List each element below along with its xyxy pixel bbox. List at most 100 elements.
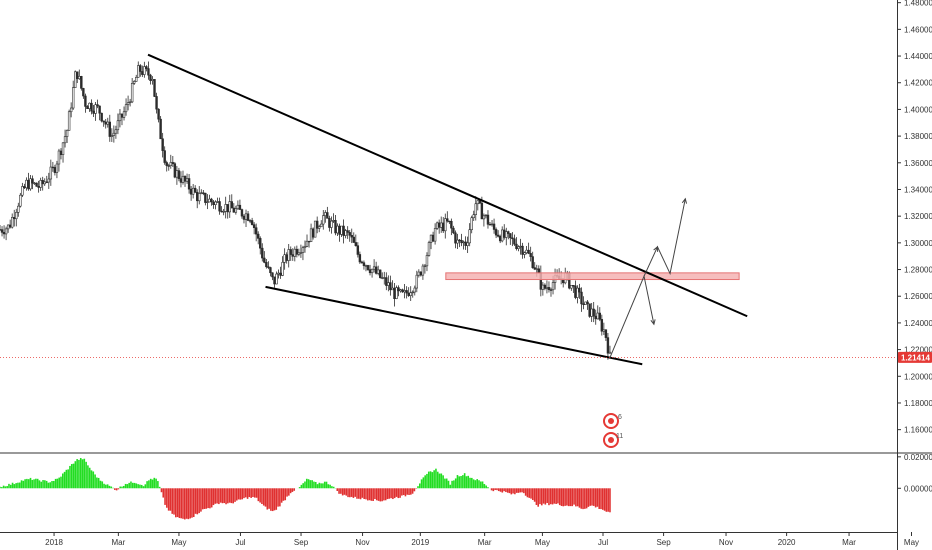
candle-body — [285, 254, 288, 261]
resistance-zone[interactable] — [445, 272, 740, 281]
candle-body — [511, 237, 514, 240]
candle-body — [446, 218, 449, 222]
event-badge-count-2: 11 — [616, 433, 623, 440]
candle-body — [214, 201, 217, 205]
candle-body — [492, 223, 496, 230]
candle-body — [531, 256, 534, 268]
candle-body — [261, 247, 264, 259]
candle-body — [523, 252, 526, 255]
candle-body — [480, 202, 484, 220]
candle-body — [279, 272, 282, 276]
candle-body — [494, 229, 498, 236]
candle-body — [102, 120, 105, 123]
candle-body — [509, 233, 512, 239]
price-tick-label: 1.46000 — [904, 25, 932, 34]
event-badges[interactable]: 6 11 — [603, 413, 623, 448]
candle-body — [171, 162, 175, 164]
candle-body — [6, 224, 10, 230]
candle-body — [549, 289, 553, 291]
time-tick-label: Nov — [355, 538, 369, 547]
candle-body — [19, 194, 22, 207]
candle-body — [94, 104, 97, 114]
candle-body — [427, 242, 431, 256]
candle-body — [340, 225, 343, 235]
candle-body — [159, 118, 162, 140]
candle-body — [128, 101, 132, 103]
arrowhead — [653, 245, 659, 252]
oscillator-tick-label: 0.02000 — [904, 453, 932, 462]
candle-body — [39, 180, 42, 188]
candle-body — [232, 207, 236, 213]
drawings-layer[interactable] — [147, 53, 748, 366]
candle-body — [177, 170, 181, 179]
oscillator-axis[interactable]: 0.02000 0.00000 — [897, 453, 932, 493]
candle-body — [4, 228, 8, 235]
candle-body — [415, 274, 419, 289]
candle-body — [216, 201, 219, 203]
candle-body — [354, 242, 358, 246]
candle-body — [330, 220, 333, 228]
oscillator-area[interactable] — [0, 454, 897, 532]
plot-area[interactable] — [0, 0, 897, 453]
price-tick-label: 1.24000 — [904, 319, 932, 328]
candle-body — [259, 238, 262, 249]
candle-body — [409, 292, 412, 296]
price-tick-label: 1.40000 — [904, 105, 932, 114]
projection-arrow-path-2[interactable] — [643, 198, 686, 277]
candle-body — [423, 265, 427, 267]
candle-body — [238, 204, 242, 210]
upper-trendline[interactable] — [147, 53, 748, 318]
candle-body — [151, 79, 154, 81]
candle-body — [328, 218, 331, 228]
candle-body — [273, 276, 276, 285]
candle-body — [444, 218, 447, 232]
candle-body — [124, 104, 128, 113]
candle-body — [277, 272, 280, 275]
candle-body — [352, 236, 355, 243]
candle-body — [230, 201, 233, 209]
candle-body — [602, 329, 606, 332]
time-tick-label: Jul — [598, 538, 608, 547]
candle-body — [496, 234, 500, 237]
candle-body — [513, 238, 516, 245]
time-tick-label: Sep — [656, 538, 671, 547]
time-axis[interactable]: 2018 Mar May Jul Sep Nov 2019 Mar May Jul Sep Nov 20… — [45, 532, 919, 547]
candle-body — [322, 215, 325, 225]
candle-body — [362, 262, 366, 267]
candle-body — [200, 192, 203, 194]
candle-body — [191, 187, 195, 195]
candle-body — [582, 303, 585, 305]
candle-body — [120, 113, 124, 118]
candle-body — [324, 212, 327, 216]
candle-body — [153, 79, 156, 97]
candle-body — [350, 234, 353, 238]
candle-body — [521, 245, 524, 255]
candle-body — [332, 220, 335, 222]
candle-body — [67, 111, 71, 131]
candle-body — [143, 66, 146, 75]
price-tag: 1.21414 — [898, 351, 932, 363]
candle-body — [472, 214, 475, 219]
price-axis[interactable]: 1.48000 1.46000 1.44000 1.42000 1.40000 1.380… — [897, 0, 932, 435]
lower-trendline[interactable] — [265, 285, 643, 366]
candle-body — [196, 191, 199, 202]
time-tick-label: Mar — [842, 538, 856, 547]
candle-body — [15, 212, 18, 220]
candle-body — [543, 284, 547, 289]
candle-body — [403, 290, 406, 293]
candle-body — [462, 241, 465, 244]
price-tick-label: 1.48000 — [904, 0, 932, 8]
candle-body — [293, 248, 297, 257]
event-badge-1[interactable]: 6 — [603, 413, 622, 429]
candle-body — [391, 287, 394, 291]
candle-body — [17, 205, 20, 213]
candle-body — [608, 351, 612, 354]
price-tag-label: 1.21414 — [901, 353, 930, 362]
oscillator-tick-label: 0.00000 — [904, 484, 932, 493]
candle-body — [80, 76, 83, 89]
candle-body — [263, 257, 266, 263]
candle-body — [313, 220, 317, 238]
candle-body — [588, 303, 591, 317]
event-badge-2[interactable]: 11 — [603, 432, 623, 448]
